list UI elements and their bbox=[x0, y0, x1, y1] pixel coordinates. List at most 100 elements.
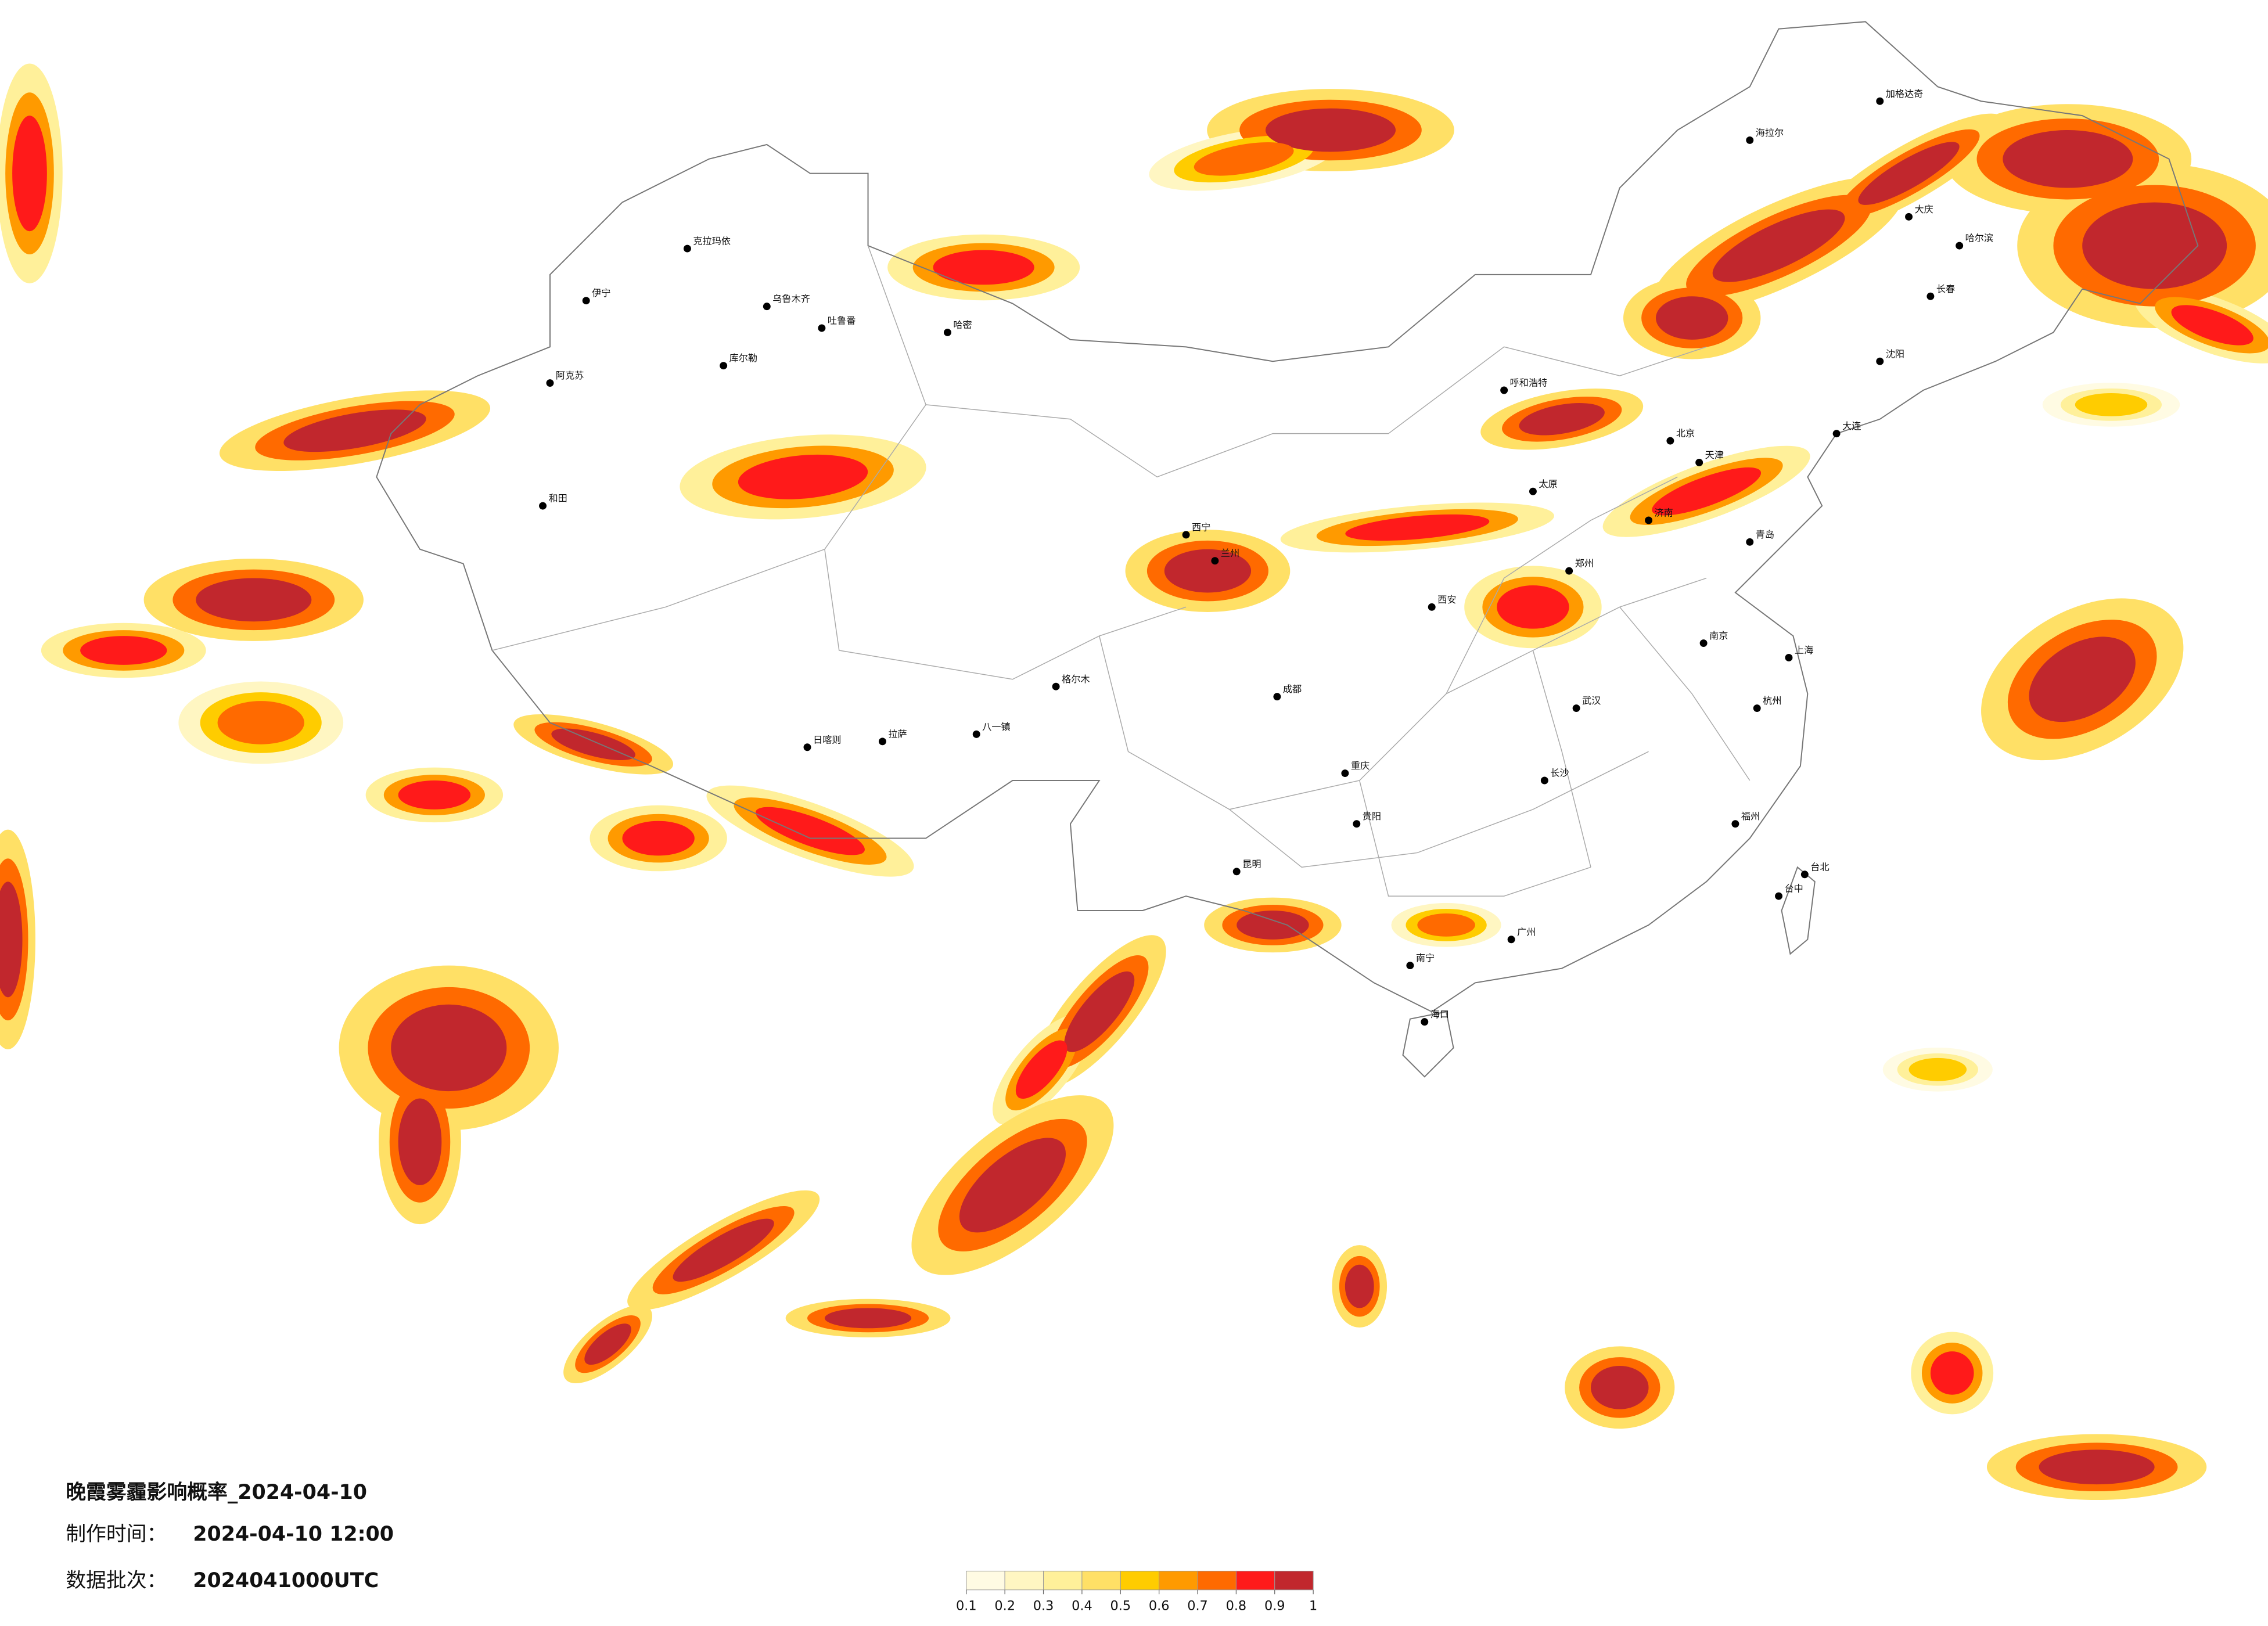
haze-area bbox=[738, 454, 868, 499]
haze-area bbox=[0, 882, 23, 998]
city-label: 杭州 bbox=[1763, 695, 1781, 706]
city-dot bbox=[818, 324, 826, 332]
city-dot bbox=[1731, 820, 1739, 828]
province-borders bbox=[492, 245, 1751, 897]
legend-tick-label: 0.6 bbox=[1149, 1599, 1170, 1614]
city-dot bbox=[878, 738, 886, 746]
city-dot bbox=[1353, 820, 1361, 828]
city-label: 日喀则 bbox=[813, 734, 841, 745]
city-dot bbox=[1753, 704, 1761, 713]
production-time: 2024-04-10 12:00 bbox=[193, 1523, 394, 1546]
city-label: 台中 bbox=[1785, 883, 1803, 894]
city-label: 上海 bbox=[1795, 645, 1813, 656]
city-dot bbox=[1572, 704, 1580, 713]
city-dot bbox=[720, 362, 728, 370]
haze-area bbox=[1655, 296, 1728, 340]
city-label: 北京 bbox=[1676, 428, 1695, 439]
city-dot bbox=[1341, 769, 1349, 778]
haze-area bbox=[756, 807, 865, 855]
haze-area bbox=[1015, 1040, 1067, 1099]
haze-area bbox=[12, 116, 47, 232]
city-dot bbox=[582, 297, 590, 305]
city-dot bbox=[1956, 242, 1964, 250]
city-label: 重庆 bbox=[1351, 760, 1370, 771]
haze-area bbox=[2029, 636, 2136, 722]
legend-swatch bbox=[1274, 1570, 1314, 1591]
haze-area bbox=[673, 1218, 774, 1282]
city-label: 郑州 bbox=[1575, 558, 1594, 569]
haze-area bbox=[1519, 403, 1605, 436]
city-label: 拉萨 bbox=[888, 728, 907, 739]
city-label: 武汉 bbox=[1582, 695, 1601, 706]
city-dot bbox=[1926, 292, 1935, 300]
city-label: 哈尔滨 bbox=[1965, 233, 1993, 244]
haze-area bbox=[933, 250, 1034, 285]
city-label: 沈阳 bbox=[1886, 348, 1904, 359]
city-dot bbox=[1775, 892, 1783, 900]
city-label: 长沙 bbox=[1550, 768, 1569, 779]
haze-area bbox=[551, 728, 635, 761]
haze-area bbox=[398, 1098, 442, 1185]
city-label: 吐鲁番 bbox=[828, 315, 856, 326]
city-label: 天津 bbox=[1705, 449, 1724, 461]
haze-area bbox=[1858, 142, 1960, 205]
haze-area bbox=[1930, 1351, 1974, 1395]
legend-tick-label: 0.1 bbox=[956, 1599, 977, 1614]
haze-area bbox=[80, 636, 167, 665]
haze-area bbox=[622, 821, 695, 856]
haze-area bbox=[1590, 1366, 1649, 1409]
city-dot bbox=[1232, 868, 1241, 876]
legend-tick-label: 0.7 bbox=[1187, 1599, 1208, 1614]
haze-area bbox=[2171, 305, 2253, 346]
hainan bbox=[1402, 1011, 1454, 1078]
haze-area bbox=[2075, 393, 2148, 416]
city-dot bbox=[1529, 487, 1537, 495]
haze-area bbox=[217, 701, 304, 744]
haze-area bbox=[1712, 209, 1845, 282]
city-dot bbox=[546, 379, 554, 387]
city-label: 南宁 bbox=[1416, 952, 1435, 963]
haze-area bbox=[1265, 108, 1396, 152]
legend-swatch bbox=[1120, 1570, 1160, 1591]
city-label: 格尔木 bbox=[1062, 674, 1090, 685]
haze-area bbox=[824, 1308, 912, 1329]
haze-area bbox=[1497, 585, 1569, 629]
title: 晚霞雾霾影响概率_2024-04-10 bbox=[66, 1481, 367, 1504]
legend-tick-label: 1 bbox=[1309, 1599, 1317, 1614]
batch: 2024041000UTC bbox=[193, 1569, 379, 1592]
legend-swatch bbox=[1235, 1570, 1275, 1591]
city-dot bbox=[1421, 1018, 1429, 1026]
legend-swatch bbox=[1159, 1570, 1198, 1591]
city-label: 太原 bbox=[1539, 479, 1557, 490]
city-dot bbox=[1876, 97, 1884, 105]
city-dot bbox=[1645, 516, 1653, 524]
haze-layer bbox=[0, 63, 2268, 1500]
city-label: 青岛 bbox=[1756, 529, 1774, 540]
haze-area bbox=[1345, 1264, 1374, 1308]
legend-swatch bbox=[1043, 1570, 1083, 1591]
city-label: 哈密 bbox=[953, 319, 972, 330]
city-dot bbox=[972, 730, 980, 738]
city-label: 大连 bbox=[1842, 420, 1861, 431]
city-label: 克拉玛依 bbox=[693, 236, 731, 247]
city-label: 成都 bbox=[1283, 684, 1302, 695]
city-dot bbox=[1273, 693, 1281, 701]
city-label: 长春 bbox=[1936, 283, 1955, 294]
city-label: 库尔勒 bbox=[729, 352, 757, 364]
city-label: 大庆 bbox=[1915, 204, 1933, 215]
city-dot bbox=[1746, 538, 1754, 546]
haze-area bbox=[1345, 514, 1490, 541]
haze-area bbox=[1064, 971, 1135, 1052]
city-label: 济南 bbox=[1655, 508, 1673, 519]
legend-swatch bbox=[1197, 1570, 1237, 1591]
haze-area bbox=[1417, 913, 1475, 937]
city-dot bbox=[1507, 936, 1515, 944]
city-dot bbox=[1500, 386, 1508, 394]
city-label: 海口 bbox=[1430, 1009, 1449, 1020]
city-label: 和田 bbox=[549, 493, 567, 504]
production-time-label: 制作时间： bbox=[66, 1523, 167, 1546]
legend-tick-label: 0.5 bbox=[1110, 1599, 1131, 1614]
city-label: 西安 bbox=[1437, 594, 1456, 605]
